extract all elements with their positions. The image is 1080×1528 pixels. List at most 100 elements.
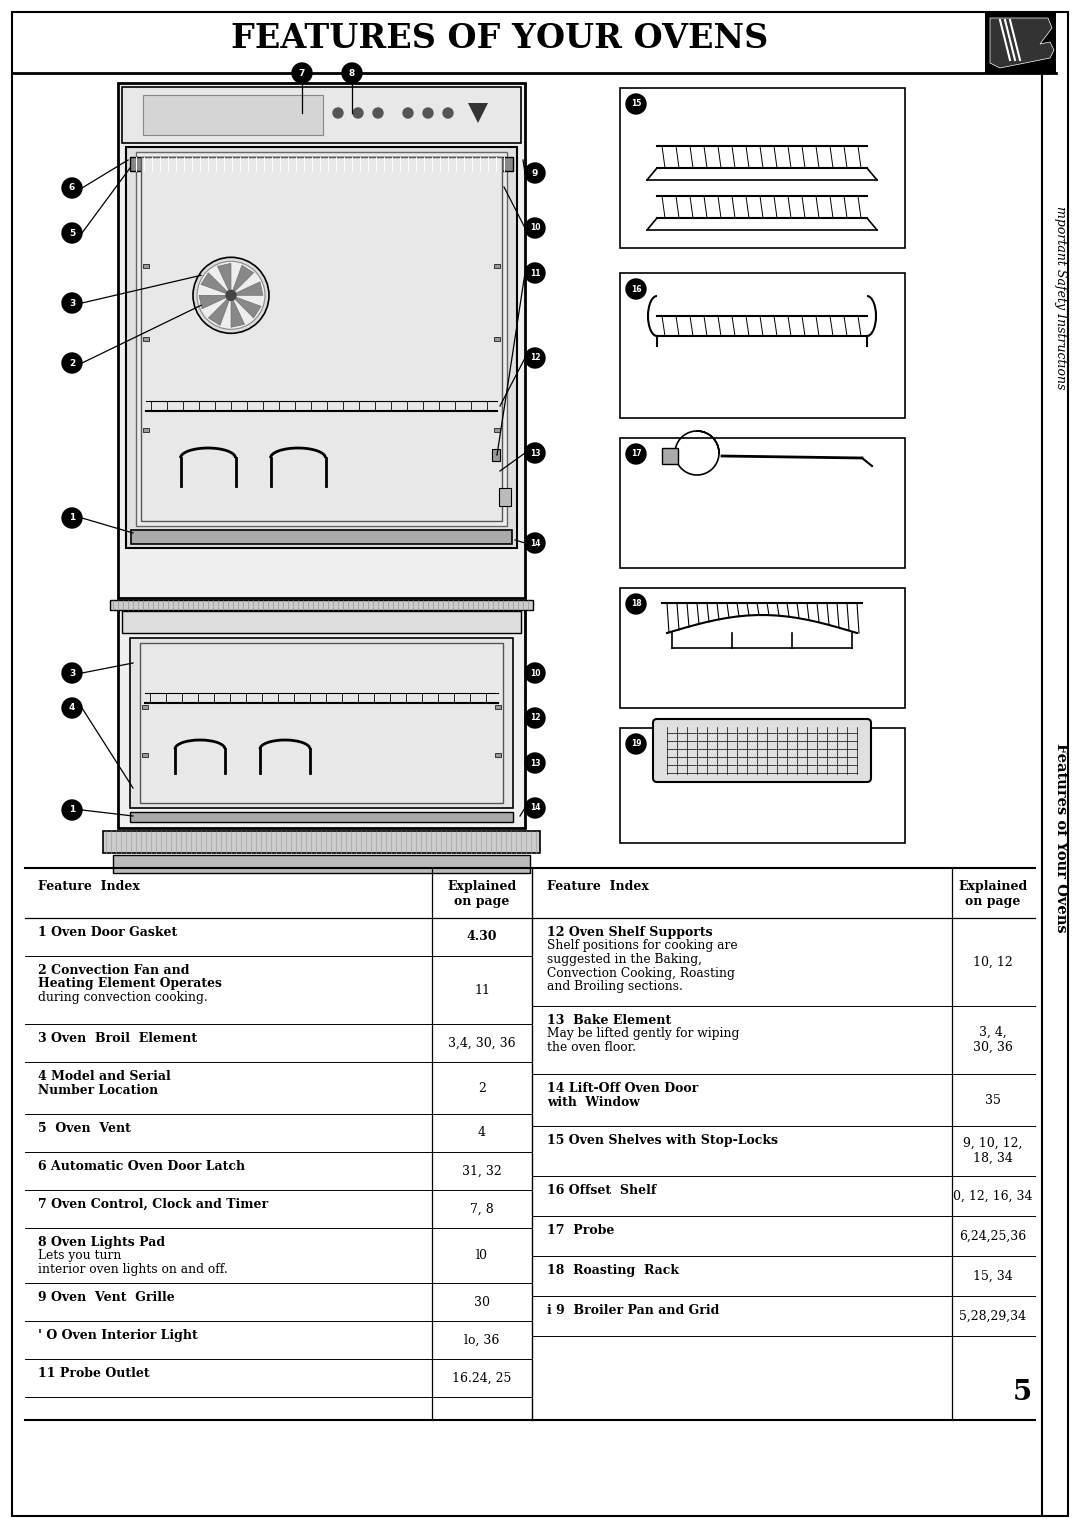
Text: 15: 15 xyxy=(631,99,642,108)
Text: 4: 4 xyxy=(478,1126,486,1140)
Text: Convection Cooking, Roasting: Convection Cooking, Roasting xyxy=(546,967,734,979)
Circle shape xyxy=(525,443,545,463)
Text: 7, 8: 7, 8 xyxy=(470,1203,494,1215)
Bar xyxy=(118,608,525,828)
Bar xyxy=(494,338,500,341)
Text: FEATURES OF YOUR OVENS: FEATURES OF YOUR OVENS xyxy=(231,21,769,55)
Bar xyxy=(110,601,534,610)
Text: Feature  Index: Feature Index xyxy=(38,880,140,892)
Text: May be lifted gently for wiping: May be lifted gently for wiping xyxy=(546,1027,740,1041)
Circle shape xyxy=(62,293,82,313)
Bar xyxy=(143,264,149,269)
Polygon shape xyxy=(468,102,488,122)
Circle shape xyxy=(403,108,413,118)
Circle shape xyxy=(525,348,545,368)
Bar xyxy=(499,487,511,506)
Bar xyxy=(122,87,521,144)
Circle shape xyxy=(62,177,82,199)
Bar xyxy=(136,151,507,526)
Bar xyxy=(494,428,500,432)
Text: 5  Oven  Vent: 5 Oven Vent xyxy=(38,1122,131,1135)
Text: 17: 17 xyxy=(631,449,642,458)
Bar xyxy=(620,89,905,248)
Text: mportant Safety Instructions: mportant Safety Instructions xyxy=(1054,206,1067,390)
Text: during convection cooking.: during convection cooking. xyxy=(38,992,207,1004)
Circle shape xyxy=(626,95,646,115)
Circle shape xyxy=(333,108,343,118)
Circle shape xyxy=(626,280,646,299)
Text: 6 Automatic Oven Door Latch: 6 Automatic Oven Door Latch xyxy=(38,1160,245,1174)
Text: 9, 10, 12,
18, 34: 9, 10, 12, 18, 34 xyxy=(963,1137,1023,1164)
Text: 10: 10 xyxy=(530,223,540,232)
Bar xyxy=(141,157,502,521)
Text: 4 Model and Serial: 4 Model and Serial xyxy=(38,1070,171,1083)
Text: 11: 11 xyxy=(530,269,540,278)
Text: 7: 7 xyxy=(299,69,306,78)
Polygon shape xyxy=(234,281,264,295)
Circle shape xyxy=(626,594,646,614)
Bar xyxy=(985,12,1056,73)
FancyBboxPatch shape xyxy=(653,720,870,782)
Bar xyxy=(495,753,501,756)
Text: 9: 9 xyxy=(531,168,538,177)
Text: ' O Oven Interior Light: ' O Oven Interior Light xyxy=(38,1329,198,1342)
Bar xyxy=(122,611,521,633)
Text: lo, 36: lo, 36 xyxy=(464,1334,500,1346)
Bar xyxy=(620,439,905,568)
Polygon shape xyxy=(990,18,1054,69)
Text: 19: 19 xyxy=(631,740,642,749)
Text: 18: 18 xyxy=(631,599,642,608)
Bar xyxy=(118,83,525,597)
Text: 35: 35 xyxy=(985,1094,1001,1106)
Circle shape xyxy=(373,108,383,118)
Text: 13: 13 xyxy=(530,758,540,767)
Text: 0, 12, 16, 34: 0, 12, 16, 34 xyxy=(954,1189,1032,1203)
Circle shape xyxy=(525,663,545,683)
Circle shape xyxy=(226,290,237,301)
Text: 8 Oven Lights Pad: 8 Oven Lights Pad xyxy=(38,1236,165,1248)
Text: 10, 12: 10, 12 xyxy=(973,955,1013,969)
Text: 31, 32: 31, 32 xyxy=(462,1164,502,1178)
Circle shape xyxy=(525,263,545,283)
Text: Heating Element Operates: Heating Element Operates xyxy=(38,978,221,990)
Circle shape xyxy=(525,798,545,817)
Bar xyxy=(494,264,500,269)
Bar xyxy=(130,639,513,808)
Polygon shape xyxy=(208,298,230,325)
Text: Feature  Index: Feature Index xyxy=(546,880,649,892)
Circle shape xyxy=(423,108,433,118)
Bar xyxy=(143,338,149,341)
Circle shape xyxy=(62,663,82,683)
Bar xyxy=(113,856,530,872)
Text: 17  Probe: 17 Probe xyxy=(546,1224,615,1238)
Bar xyxy=(131,530,512,544)
Text: 5: 5 xyxy=(69,229,76,237)
Circle shape xyxy=(443,108,453,118)
Text: Features of Your Ovens: Features of Your Ovens xyxy=(1054,743,1068,932)
Text: Lets you turn: Lets you turn xyxy=(38,1250,121,1262)
Text: 3: 3 xyxy=(69,298,76,307)
Text: 10: 10 xyxy=(530,669,540,677)
Circle shape xyxy=(342,63,362,83)
Bar xyxy=(620,588,905,707)
Text: Shelf positions for cooking are: Shelf positions for cooking are xyxy=(546,940,738,952)
Polygon shape xyxy=(231,299,244,327)
Text: Explained
on page: Explained on page xyxy=(447,880,516,908)
Text: 3,4, 30, 36: 3,4, 30, 36 xyxy=(448,1036,516,1050)
Circle shape xyxy=(525,753,545,773)
Text: 11 Probe Outlet: 11 Probe Outlet xyxy=(38,1368,150,1380)
Text: 18  Roasting  Rack: 18 Roasting Rack xyxy=(546,1264,679,1277)
Text: 2: 2 xyxy=(478,1082,486,1094)
Text: 6: 6 xyxy=(69,183,76,193)
Circle shape xyxy=(62,698,82,718)
Polygon shape xyxy=(234,296,261,318)
Polygon shape xyxy=(217,263,231,292)
Text: with  Window: with Window xyxy=(546,1096,639,1108)
Text: 16: 16 xyxy=(631,284,642,293)
Text: 3, 4,
30, 36: 3, 4, 30, 36 xyxy=(973,1025,1013,1054)
Bar xyxy=(130,157,513,171)
Circle shape xyxy=(62,223,82,243)
Text: Number Location: Number Location xyxy=(38,1083,158,1097)
Text: 6,24,25,36: 6,24,25,36 xyxy=(959,1230,1027,1242)
Bar xyxy=(103,831,540,853)
